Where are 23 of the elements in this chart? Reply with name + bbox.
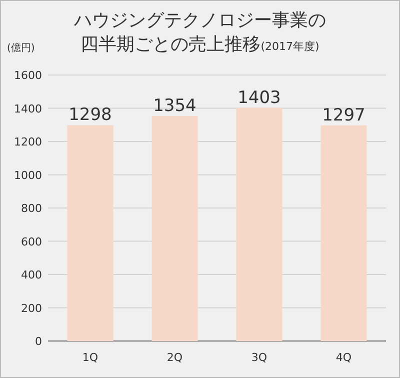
bar (152, 116, 198, 341)
data-label: 1354 (153, 96, 196, 116)
y-tick-label: 1200 (14, 136, 42, 148)
y-tick-label: 1400 (14, 102, 42, 116)
y-tick-label: 0 (35, 335, 42, 348)
data-label: 1298 (68, 105, 112, 126)
bar (67, 125, 114, 341)
bar (236, 108, 282, 341)
y-axis-title: (億円) (7, 42, 35, 54)
x-tick-label: 2Q (166, 351, 183, 364)
data-label: 1403 (238, 88, 281, 108)
bar (320, 125, 367, 341)
y-tick-label: 1000 (14, 168, 42, 182)
y-tick-label: 800 (21, 202, 42, 215)
x-tick-label: 1Q (82, 351, 98, 364)
y-tick-label: 600 (21, 235, 42, 248)
x-tick-label: 4Q (336, 351, 352, 364)
y-tick-label: 200 (21, 302, 42, 315)
x-tick-label: 3Q (251, 351, 268, 364)
chart-subtitle: (2017年度) (260, 40, 320, 53)
data-label: 1297 (322, 105, 366, 126)
y-tick-label: 400 (21, 268, 42, 282)
y-tick-label: 1600 (14, 69, 42, 82)
